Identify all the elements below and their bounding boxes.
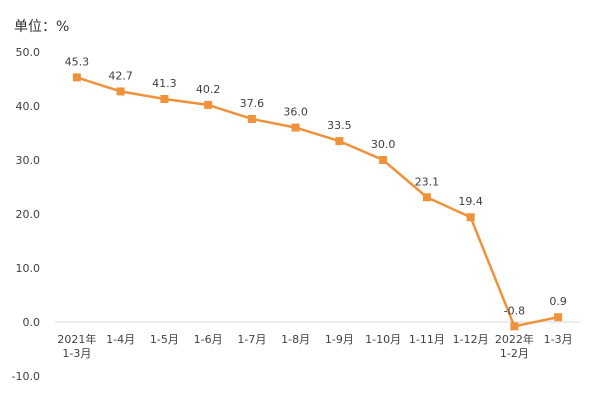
data-point <box>466 213 475 222</box>
data-label: 23.1 <box>415 175 440 188</box>
data-point <box>335 137 344 146</box>
data-label: -0.8 <box>504 304 525 317</box>
data-label: 45.3 <box>65 55 90 68</box>
data-label: 40.2 <box>196 83 221 96</box>
x-tick-label: 1-5月 <box>150 333 179 346</box>
data-label: 37.6 <box>240 97 265 110</box>
unit-label: 单位：% <box>14 19 70 35</box>
data-point <box>422 193 431 202</box>
data-label: 33.5 <box>327 119 352 132</box>
data-point <box>204 100 213 109</box>
x-tick-label: 1-3月 <box>544 333 573 346</box>
x-tick-label: 1-12月 <box>453 333 489 346</box>
data-point <box>510 322 519 331</box>
y-tick-label: 30.0 <box>16 154 41 167</box>
y-tick-label: 40.0 <box>16 100 41 113</box>
data-label: 41.3 <box>152 77 177 90</box>
series-line <box>76 76 559 328</box>
y-tick-label: 50.0 <box>16 46 41 59</box>
x-tick-label: 1-8月 <box>281 333 310 346</box>
x-tick-label: 2022年 <box>495 332 534 346</box>
x-tick-label: 1-6月 <box>194 333 223 346</box>
x-tick-label: 1-10月 <box>365 333 401 346</box>
data-label: 36.0 <box>283 106 308 119</box>
data-label: 0.9 <box>549 295 567 308</box>
x-tick-label: 1-4月 <box>106 333 135 346</box>
data-point <box>72 73 81 82</box>
data-point <box>291 123 300 132</box>
x-tick-label: 2021年 <box>57 332 96 346</box>
x-tick-label: 1-3月 <box>62 347 91 360</box>
data-point <box>554 313 563 322</box>
x-tick-label: 1-11月 <box>409 333 445 346</box>
data-point <box>247 114 256 123</box>
data-point <box>379 156 388 164</box>
x-tick-label: 1-7月 <box>237 333 266 346</box>
data-label: 42.7 <box>108 69 133 82</box>
data-point <box>116 87 125 96</box>
data-point <box>160 94 169 103</box>
x-tick-label: 1-2月 <box>500 347 529 360</box>
y-tick-label: 0.0 <box>23 316 41 329</box>
y-tick-label: 20.0 <box>16 208 41 221</box>
data-label: 30.0 <box>371 138 396 151</box>
y-tick-label: -10.0 <box>12 370 40 383</box>
y-tick-label: 10.0 <box>16 262 41 275</box>
data-label: 19.4 <box>458 195 483 208</box>
x-tick-label: 1-9月 <box>325 333 354 346</box>
